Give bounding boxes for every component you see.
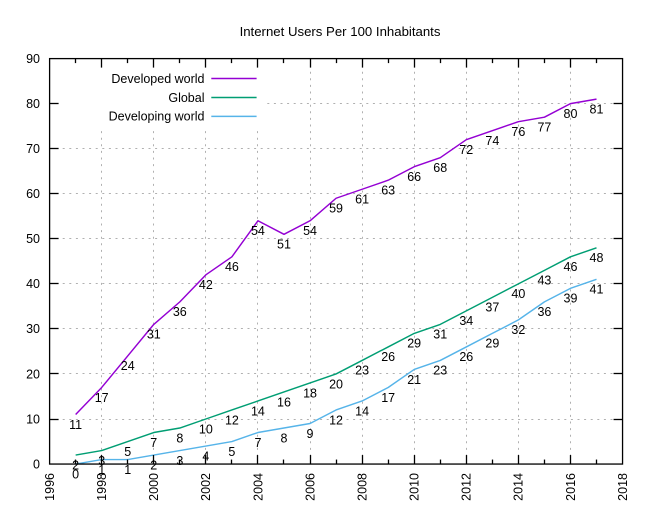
svg-text:2014: 2014	[512, 473, 526, 501]
svg-text:10: 10	[199, 422, 213, 436]
svg-text:72: 72	[459, 143, 473, 157]
svg-text:74: 74	[485, 134, 499, 148]
svg-text:18: 18	[303, 386, 317, 400]
svg-text:30: 30	[26, 322, 40, 336]
svg-text:36: 36	[537, 305, 551, 319]
svg-text:2: 2	[150, 458, 157, 472]
svg-text:90: 90	[26, 52, 40, 66]
svg-text:29: 29	[407, 337, 421, 351]
svg-text:80: 80	[26, 97, 40, 111]
svg-text:14: 14	[355, 404, 369, 418]
svg-text:11: 11	[69, 418, 82, 432]
svg-text:34: 34	[459, 314, 473, 328]
svg-text:63: 63	[381, 184, 395, 198]
svg-text:42: 42	[199, 278, 213, 292]
svg-text:31: 31	[433, 328, 447, 342]
svg-text:10: 10	[26, 412, 40, 426]
svg-text:60: 60	[26, 187, 40, 201]
svg-text:12: 12	[329, 413, 343, 427]
svg-text:80: 80	[564, 107, 578, 121]
svg-text:1: 1	[98, 463, 105, 477]
svg-text:2: 2	[72, 458, 79, 472]
svg-text:2010: 2010	[408, 473, 422, 501]
svg-text:0: 0	[72, 467, 79, 481]
svg-text:2006: 2006	[303, 473, 317, 501]
svg-text:20: 20	[329, 377, 343, 391]
svg-text:76: 76	[511, 125, 525, 139]
svg-text:21: 21	[407, 373, 421, 387]
svg-text:43: 43	[537, 274, 551, 288]
svg-text:2002: 2002	[199, 473, 213, 501]
svg-text:0: 0	[33, 457, 40, 471]
svg-text:54: 54	[303, 224, 317, 238]
svg-text:36: 36	[173, 305, 187, 319]
svg-text:2012: 2012	[460, 473, 474, 501]
svg-text:12: 12	[225, 413, 239, 427]
svg-text:7: 7	[150, 436, 157, 450]
svg-text:2004: 2004	[251, 473, 265, 501]
svg-text:70: 70	[26, 142, 40, 156]
svg-text:2018: 2018	[616, 473, 630, 501]
svg-text:24: 24	[121, 359, 135, 373]
svg-text:2008: 2008	[355, 473, 369, 501]
svg-text:23: 23	[355, 364, 369, 378]
svg-text:Developing world: Developing world	[109, 110, 205, 124]
svg-text:8: 8	[176, 431, 183, 445]
svg-text:37: 37	[485, 301, 499, 315]
svg-text:Global: Global	[168, 91, 204, 105]
svg-text:68: 68	[433, 161, 447, 175]
svg-text:46: 46	[564, 260, 578, 274]
svg-text:59: 59	[329, 202, 343, 216]
svg-text:32: 32	[511, 323, 525, 337]
svg-text:48: 48	[590, 251, 604, 265]
svg-text:5: 5	[228, 445, 235, 459]
svg-text:14: 14	[251, 404, 265, 418]
svg-text:17: 17	[95, 391, 109, 405]
svg-text:29: 29	[485, 337, 499, 351]
svg-text:17: 17	[381, 391, 395, 405]
svg-text:66: 66	[407, 170, 421, 184]
svg-text:39: 39	[564, 292, 578, 306]
svg-text:31: 31	[147, 328, 161, 342]
svg-text:Internet Users Per 100 Inhabit: Internet Users Per 100 Inhabitants	[240, 24, 441, 39]
svg-text:40: 40	[511, 287, 525, 301]
svg-text:41: 41	[590, 283, 604, 297]
svg-text:40: 40	[26, 277, 40, 291]
svg-text:50: 50	[26, 232, 40, 246]
svg-text:1998: 1998	[95, 473, 109, 501]
svg-text:51: 51	[277, 238, 291, 252]
svg-text:7: 7	[254, 436, 261, 450]
svg-text:46: 46	[225, 260, 239, 274]
svg-text:16: 16	[277, 395, 291, 409]
svg-text:2000: 2000	[147, 473, 161, 501]
svg-text:23: 23	[433, 364, 447, 378]
svg-text:Developed world: Developed world	[111, 72, 204, 86]
svg-text:26: 26	[381, 350, 395, 364]
svg-text:54: 54	[251, 224, 265, 238]
svg-text:81: 81	[590, 102, 604, 116]
svg-text:26: 26	[459, 350, 473, 364]
svg-text:61: 61	[355, 193, 369, 207]
svg-text:9: 9	[307, 427, 314, 441]
svg-text:5: 5	[124, 445, 131, 459]
svg-text:77: 77	[537, 120, 551, 134]
svg-text:1: 1	[124, 463, 131, 477]
svg-text:1996: 1996	[43, 473, 57, 501]
svg-text:20: 20	[26, 367, 40, 381]
svg-text:8: 8	[281, 431, 288, 445]
svg-text:2016: 2016	[564, 473, 578, 501]
